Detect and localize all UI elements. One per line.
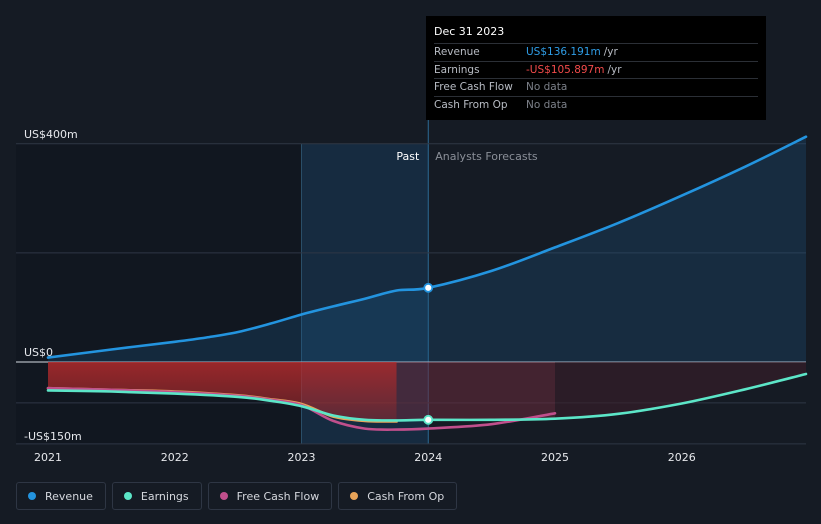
legend-dot-icon: [123, 492, 132, 500]
tooltip-row-label: Free Cash Flow: [434, 81, 513, 94]
legend-item-cash-from-op[interactable]: Cash From Op: [338, 482, 458, 510]
tooltip-row-unit: /yr: [607, 63, 622, 76]
legend-label: Revenue: [45, 489, 93, 503]
tooltip-row-unit: /yr: [603, 46, 618, 59]
tooltip-row-value: No data: [526, 98, 568, 111]
x-tick-label: 2026: [668, 451, 696, 464]
tooltip-row: Free Cash Flow No data: [434, 78, 758, 96]
loss-area-forecast: [396, 362, 556, 421]
legend-item-revenue[interactable]: Revenue: [16, 482, 106, 510]
tooltip-row-label: Revenue: [434, 46, 480, 59]
past-label: Past: [396, 150, 420, 163]
tooltip-panel: Dec 31 2023 Revenue US$136.191m/yr Earning…: [426, 16, 766, 120]
earnings-highlight-point: [423, 414, 434, 425]
x-tick-label: 2022: [161, 451, 189, 464]
tooltip-row: Earnings -US$105.897m/yr: [434, 60, 758, 79]
revenue-line: [46, 135, 808, 359]
forecast-label: Analysts Forecasts: [435, 150, 538, 163]
loss-area-future: [555, 362, 806, 419]
legend-item-earnings[interactable]: Earnings: [111, 482, 202, 510]
tooltip-row: Cash From Op No data: [434, 95, 758, 114]
legend-label: Cash From Op: [367, 489, 445, 503]
legend-item-free-cash-flow[interactable]: Free Cash Flow: [207, 482, 333, 510]
tooltip-row-label: Earnings: [434, 63, 480, 76]
tooltip-row-label: Cash From Op: [434, 98, 508, 111]
y-tick-label: US$400m: [24, 128, 78, 141]
earnings-line: [46, 372, 808, 422]
revenue-area: [48, 136, 806, 362]
legend-label: Free Cash Flow: [236, 489, 320, 503]
y-tick-label: US$0: [24, 346, 53, 359]
tooltip-row-value: -US$105.897m: [526, 63, 605, 76]
tooltip-row-value: No data: [526, 81, 568, 94]
legend-dot-icon: [28, 492, 36, 500]
x-tick-label: 2024: [414, 451, 442, 464]
marks: [423, 282, 434, 425]
series-lines: [46, 135, 808, 431]
tooltip-date: Dec 31 2023: [434, 25, 505, 38]
legend-label: Earnings: [140, 489, 189, 503]
legend-dot-icon: [350, 492, 359, 500]
x-tick-label: 2023: [288, 451, 316, 464]
tooltip-row: Revenue US$136.191m/yr: [434, 43, 758, 61]
axis-text: US$400m US$0 -US$150m 2021 2022 2023 2024 2025 2…: [24, 128, 696, 464]
legend: Revenue Earnings Free Cash Flow Cash From O…: [16, 482, 458, 510]
x-tick-label: 2025: [541, 451, 569, 464]
x-tick-label: 2021: [34, 451, 62, 464]
revenue-highlight-point: [423, 282, 434, 293]
tooltip-row-value: US$136.191m: [526, 46, 601, 59]
free-cash-flow-line: [46, 386, 557, 431]
y-tick-label: -US$150m: [24, 430, 82, 443]
tooltip-rows: Revenue US$136.191m/yr Earnings -US$105.897…: [434, 43, 758, 113]
legend-dot-icon: [219, 492, 228, 500]
